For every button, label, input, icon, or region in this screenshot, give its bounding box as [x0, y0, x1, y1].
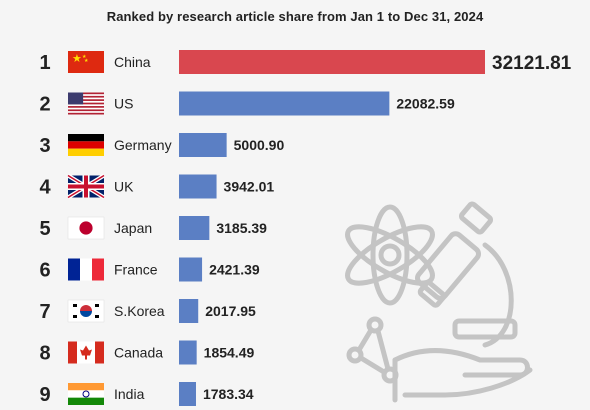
rank-label: 6 — [39, 260, 50, 282]
germany-flag-icon — [68, 134, 104, 156]
bar — [179, 216, 210, 240]
canada-flag-icon — [68, 341, 104, 364]
rank-label: 2 — [39, 94, 50, 116]
bar — [179, 340, 197, 365]
bar — [179, 382, 196, 406]
india-flag-icon — [68, 383, 104, 405]
rank-label: 3 — [39, 135, 50, 157]
bar — [179, 174, 217, 199]
chart-subtitle: Ranked by research article share from Ja… — [106, 9, 484, 24]
bar — [179, 299, 199, 323]
svg-text:★: ★ — [82, 54, 87, 60]
science-illustration-icon — [345, 201, 533, 403]
rank-label: 9 — [39, 384, 50, 406]
value-label: 1854.49 — [204, 345, 255, 361]
value-label: 22082.59 — [396, 96, 455, 112]
rank-label: 4 — [39, 177, 51, 199]
value-label: 5000.90 — [234, 137, 285, 153]
rank-label: 7 — [39, 301, 50, 323]
country-label: S.Korea — [114, 303, 165, 319]
svg-text:★: ★ — [72, 52, 82, 65]
china-flag-icon: ★ ★★ — [68, 51, 104, 73]
country-label: UK — [114, 179, 134, 195]
country-label: France — [114, 262, 158, 278]
france-flag-icon — [68, 258, 104, 281]
country-label: Germany — [114, 137, 172, 153]
country-label: Japan — [114, 220, 152, 236]
bar — [179, 257, 203, 282]
value-label: 2017.95 — [205, 303, 256, 319]
bar — [179, 133, 227, 157]
svg-text:★: ★ — [84, 58, 89, 64]
country-label: US — [114, 96, 133, 112]
value-label: 32121.81 — [492, 53, 572, 74]
bar — [179, 50, 485, 74]
south-korea-flag-icon — [67, 299, 105, 323]
value-label: 1783.34 — [203, 386, 254, 402]
value-label: 3185.39 — [216, 220, 267, 236]
country-label: China — [114, 54, 151, 70]
country-label: Canada — [114, 345, 163, 361]
bar — [179, 91, 390, 116]
us-flag-icon — [68, 92, 104, 115]
rank-label: 5 — [39, 218, 50, 240]
country-label: India — [114, 386, 145, 402]
rank-label: 8 — [39, 343, 50, 365]
rank-label: 1 — [39, 52, 50, 74]
uk-flag-icon — [66, 173, 106, 200]
japan-flag-icon — [67, 216, 105, 240]
value-label: 3942.01 — [224, 179, 275, 195]
value-label: 2421.39 — [209, 262, 260, 278]
